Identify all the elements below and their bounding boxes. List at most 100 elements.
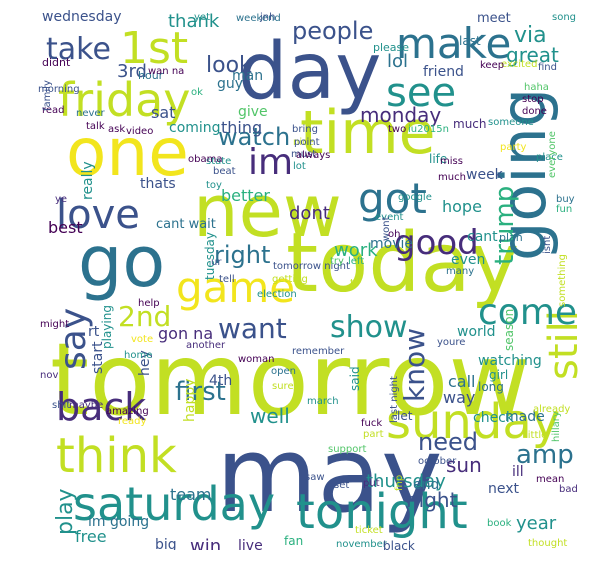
cloud-word: tv bbox=[350, 278, 360, 289]
cloud-word: talk bbox=[86, 121, 105, 132]
cloud-word: back bbox=[56, 385, 147, 429]
cloud-word: may bbox=[216, 414, 443, 536]
cloud-word: 4th bbox=[209, 373, 233, 389]
cloud-word: lot bbox=[293, 161, 306, 172]
cloud-word: woman bbox=[238, 354, 275, 365]
cloud-word: oh bbox=[388, 229, 401, 240]
cloud-word: support bbox=[328, 444, 367, 455]
cloud-word: 3rd bbox=[117, 61, 147, 82]
cloud-word: great bbox=[506, 43, 559, 67]
cloud-word: best bbox=[48, 218, 83, 237]
cloud-word: ur bbox=[211, 257, 222, 268]
cloud-word: last bbox=[459, 34, 481, 48]
cloud-word: getting bbox=[272, 274, 308, 285]
cloud-word: iu2015n bbox=[408, 124, 449, 135]
cloud-word: right bbox=[214, 241, 271, 269]
cloud-word: cant wait bbox=[156, 217, 216, 232]
cloud-word: tell bbox=[219, 274, 235, 285]
cloud-word: please bbox=[373, 41, 410, 54]
cloud-word: weekend bbox=[236, 13, 281, 24]
cloud-word: state bbox=[206, 156, 232, 167]
cloud-word: ye bbox=[55, 194, 68, 205]
cloud-word: next bbox=[488, 481, 520, 497]
cloud-word: friday bbox=[58, 73, 191, 127]
cloud-word: fuck bbox=[361, 418, 383, 429]
cloud-word: book bbox=[487, 518, 512, 529]
cloud-word: amp bbox=[516, 440, 574, 470]
cloud-word: think bbox=[56, 428, 177, 484]
cloud-word: mean bbox=[536, 474, 565, 485]
cloud-word: saturday bbox=[73, 477, 276, 531]
cloud-word: read bbox=[42, 105, 65, 116]
cloud-word: life bbox=[429, 152, 448, 166]
cloud-word: bring bbox=[292, 124, 318, 135]
cloud-word: ill bbox=[512, 464, 524, 480]
cloud-word: last night bbox=[389, 376, 400, 423]
cloud-word: help bbox=[138, 298, 160, 309]
cloud-word: movie bbox=[370, 236, 413, 252]
cloud-word: done bbox=[522, 106, 547, 117]
cloud-word: excited bbox=[501, 59, 538, 70]
cloud-word: stop bbox=[522, 94, 544, 105]
cloud-word: thats bbox=[140, 176, 176, 192]
cloud-word: google bbox=[398, 192, 432, 203]
cloud-word: haha bbox=[524, 82, 549, 93]
cloud-word: remember bbox=[292, 346, 345, 357]
cloud-word: thank bbox=[168, 11, 220, 32]
cloud-word: show bbox=[330, 310, 408, 345]
cloud-word: party bbox=[500, 142, 527, 153]
cloud-word: one bbox=[66, 114, 189, 191]
cloud-word: song bbox=[552, 12, 577, 23]
cloud-word: obama bbox=[188, 154, 223, 165]
cloud-word: thought bbox=[528, 538, 568, 549]
cloud-word: november bbox=[336, 539, 387, 550]
cloud-word: 1st bbox=[120, 23, 189, 74]
cloud-word: cant bbox=[467, 229, 498, 245]
cloud-word: open bbox=[271, 366, 296, 377]
cloud-word: always bbox=[296, 150, 331, 161]
cloud-word: someone bbox=[488, 117, 534, 128]
cloud-word: hillary bbox=[551, 411, 562, 442]
cloud-word: hope bbox=[442, 197, 482, 216]
cloud-word: something bbox=[557, 254, 568, 307]
cloud-word: everyone bbox=[547, 131, 558, 178]
cloud-word: lol bbox=[387, 51, 409, 72]
cloud-word: many bbox=[446, 266, 475, 277]
cloud-word: people bbox=[292, 17, 374, 45]
cloud-word: work bbox=[334, 240, 378, 261]
cloud-word: much bbox=[438, 172, 466, 183]
cloud-word: week bbox=[466, 167, 503, 183]
cloud-word: playing bbox=[100, 305, 114, 350]
cloud-word: rt bbox=[88, 324, 100, 340]
cloud-word: got bbox=[358, 174, 427, 223]
cloud-word: morning bbox=[38, 84, 80, 95]
cloud-word: put bbox=[363, 478, 380, 489]
cloud-word: event bbox=[375, 212, 404, 223]
cloud-word: coming bbox=[169, 120, 221, 136]
cloud-word: didnt bbox=[42, 56, 71, 69]
cloud-word: march bbox=[307, 396, 339, 407]
cloud-word: gon na bbox=[158, 324, 214, 343]
cloud-word: come bbox=[478, 292, 578, 333]
cloud-word: night bbox=[406, 488, 458, 512]
cloud-word: take bbox=[46, 32, 111, 67]
cloud-word: go bbox=[78, 221, 166, 303]
cloud-word: tomorrow night bbox=[273, 261, 350, 272]
cloud-word: tonight bbox=[296, 484, 468, 540]
cloud-word: friend bbox=[423, 64, 464, 80]
cloud-word: watching bbox=[478, 353, 542, 369]
cloud-word: big bbox=[155, 537, 177, 550]
cloud-word: game bbox=[176, 263, 296, 312]
cloud-word: another bbox=[186, 340, 226, 351]
cloud-word: sure bbox=[272, 381, 294, 392]
cloud-word: 2nd bbox=[118, 300, 172, 333]
cloud-word: sat bbox=[151, 103, 176, 122]
cloud-word: black bbox=[383, 539, 415, 550]
word-cloud: tomorrow may today day going new time one go frid… bbox=[38, 5, 583, 550]
cloud-word: need bbox=[418, 428, 478, 456]
cloud-word: make bbox=[396, 19, 512, 68]
cloud-word: im going bbox=[88, 514, 150, 530]
cloud-word: new bbox=[193, 169, 342, 253]
cloud-word: look bbox=[206, 53, 252, 78]
cloud-word: maybe bbox=[69, 400, 104, 411]
